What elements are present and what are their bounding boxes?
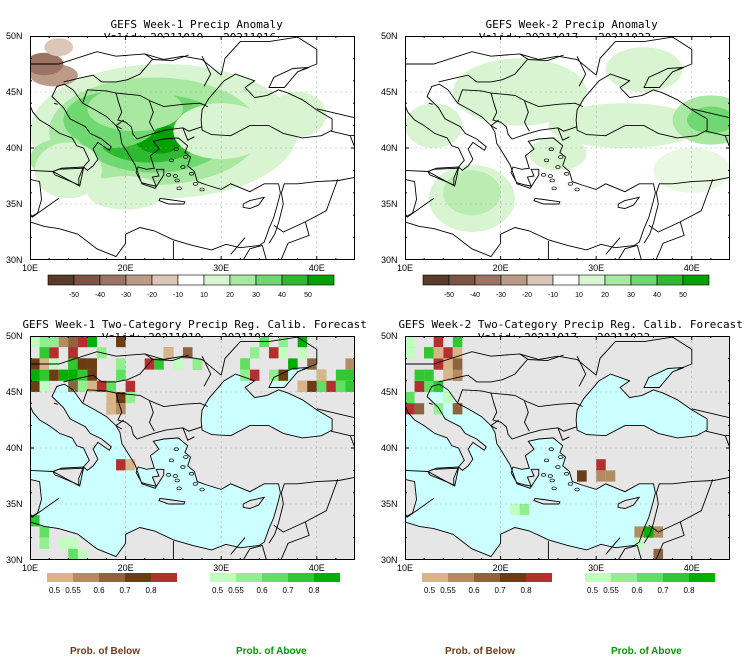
prob-tick: 0.6 bbox=[93, 586, 105, 595]
prob-tick: 0.8 bbox=[308, 586, 320, 595]
anomaly-tick: 30 bbox=[627, 292, 635, 299]
lon-label: 40E bbox=[683, 563, 700, 573]
lon-label: 30E bbox=[213, 263, 230, 273]
anomaly-tick: -40 bbox=[470, 292, 480, 299]
lat-label: 50N bbox=[6, 31, 23, 41]
prob-tick: 0.8 bbox=[683, 586, 695, 595]
prob-above-label-2: Prob. of Above bbox=[611, 646, 682, 657]
prob-tick: 0.8 bbox=[145, 586, 157, 595]
lat-label: 30N bbox=[6, 255, 23, 265]
anomaly-tick: -10 bbox=[548, 292, 558, 299]
prob-tick: 0.8 bbox=[520, 586, 532, 595]
week1-below-colorbar: 0.5 0.55 0.6 0.7 0.8 bbox=[47, 573, 177, 595]
lon-label: 40E bbox=[308, 263, 325, 273]
anomaly-tick: -20 bbox=[522, 292, 532, 299]
prob-above-label-1: Prob. of Above bbox=[236, 646, 307, 657]
prob-tick: 0.5 bbox=[424, 586, 436, 595]
lon-label: 30E bbox=[588, 563, 605, 573]
lon-label: 10E bbox=[397, 263, 414, 273]
prob-tick: 0.7 bbox=[282, 586, 294, 595]
prob-tick: 0.5 bbox=[49, 586, 61, 595]
anomaly-tick: 40 bbox=[653, 292, 661, 299]
prob-tick: 0.7 bbox=[657, 586, 669, 595]
lat-label: 45N bbox=[6, 87, 23, 97]
lat-label: 35N bbox=[381, 499, 398, 509]
prob-below-label-1: Prob. of Below bbox=[70, 646, 140, 657]
lon-label: 20E bbox=[492, 263, 509, 273]
anomaly-tick: -30 bbox=[121, 292, 131, 299]
anomaly-tick: 40 bbox=[278, 292, 286, 299]
week2-above-colorbar: 0.5 0.55 0.6 0.7 0.8 bbox=[585, 573, 715, 595]
lat-label: 45N bbox=[381, 387, 398, 397]
anomaly-tick: 20 bbox=[226, 292, 234, 299]
lat-label: 30N bbox=[6, 555, 23, 565]
lat-label: 50N bbox=[381, 31, 398, 41]
prob-tick: 0.5 bbox=[587, 586, 599, 595]
prob-tick: 0.55 bbox=[440, 586, 456, 595]
lat-label: 50N bbox=[381, 331, 398, 341]
anomaly-tick: 50 bbox=[679, 292, 687, 299]
lon-label: 10E bbox=[397, 563, 414, 573]
prob-tick: 0.6 bbox=[256, 586, 268, 595]
week2-anomaly-map bbox=[405, 36, 730, 260]
prob-tick: 0.6 bbox=[468, 586, 480, 595]
prob-tick: 0.55 bbox=[65, 586, 81, 595]
week2-anomaly-colorbar: -50 -40 -30 -20 -10 10 20 30 40 50 bbox=[422, 274, 710, 299]
anomaly-tick: 10 bbox=[200, 292, 208, 299]
lat-label: 35N bbox=[6, 499, 23, 509]
anomaly-tick: -20 bbox=[147, 292, 157, 299]
prob-tick: 0.7 bbox=[119, 586, 131, 595]
prob-below-label-2: Prob. of Below bbox=[445, 646, 515, 657]
lat-label: 30N bbox=[381, 255, 398, 265]
lon-label: 20E bbox=[492, 563, 509, 573]
prob-tick: 0.6 bbox=[631, 586, 643, 595]
lat-label: 35N bbox=[6, 199, 23, 209]
week2-probability-map bbox=[405, 336, 730, 560]
anomaly-tick: -50 bbox=[69, 292, 79, 299]
prob-tick: 0.7 bbox=[494, 586, 506, 595]
lon-label: 20E bbox=[117, 263, 134, 273]
lon-label: 20E bbox=[117, 563, 134, 573]
lat-label: 45N bbox=[6, 387, 23, 397]
prob-tick: 0.5 bbox=[212, 586, 224, 595]
week1-above-colorbar: 0.5 0.55 0.6 0.7 0.8 bbox=[210, 573, 340, 595]
lon-label: 40E bbox=[683, 263, 700, 273]
anomaly-tick: 50 bbox=[304, 292, 312, 299]
anomaly-tick: 30 bbox=[252, 292, 260, 299]
lat-label: 50N bbox=[6, 331, 23, 341]
anomaly-tick: -40 bbox=[95, 292, 105, 299]
week1-anomaly-map bbox=[30, 36, 355, 260]
lat-label: 35N bbox=[381, 199, 398, 209]
lat-label: 40N bbox=[6, 143, 23, 153]
lon-label: 40E bbox=[308, 563, 325, 573]
anomaly-tick: -30 bbox=[496, 292, 506, 299]
week1-probability-map bbox=[30, 336, 355, 560]
lon-label: 10E bbox=[22, 563, 39, 573]
week1-anomaly-colorbar: -50 -40 -30 -20 -10 10 20 30 40 50 bbox=[47, 274, 335, 299]
anomaly-tick: 20 bbox=[601, 292, 609, 299]
lat-label: 40N bbox=[381, 143, 398, 153]
lon-label: 10E bbox=[22, 263, 39, 273]
lat-label: 30N bbox=[381, 555, 398, 565]
anomaly-tick: -10 bbox=[173, 292, 183, 299]
lat-label: 40N bbox=[6, 443, 23, 453]
lat-label: 45N bbox=[381, 87, 398, 97]
lon-label: 30E bbox=[213, 563, 230, 573]
anomaly-tick: 10 bbox=[575, 292, 583, 299]
prob-tick: 0.55 bbox=[228, 586, 244, 595]
week2-below-colorbar: 0.5 0.55 0.6 0.7 0.8 bbox=[422, 573, 552, 595]
prob-tick: 0.55 bbox=[603, 586, 619, 595]
lon-label: 30E bbox=[588, 263, 605, 273]
anomaly-tick: -50 bbox=[444, 292, 454, 299]
lat-label: 40N bbox=[381, 443, 398, 453]
